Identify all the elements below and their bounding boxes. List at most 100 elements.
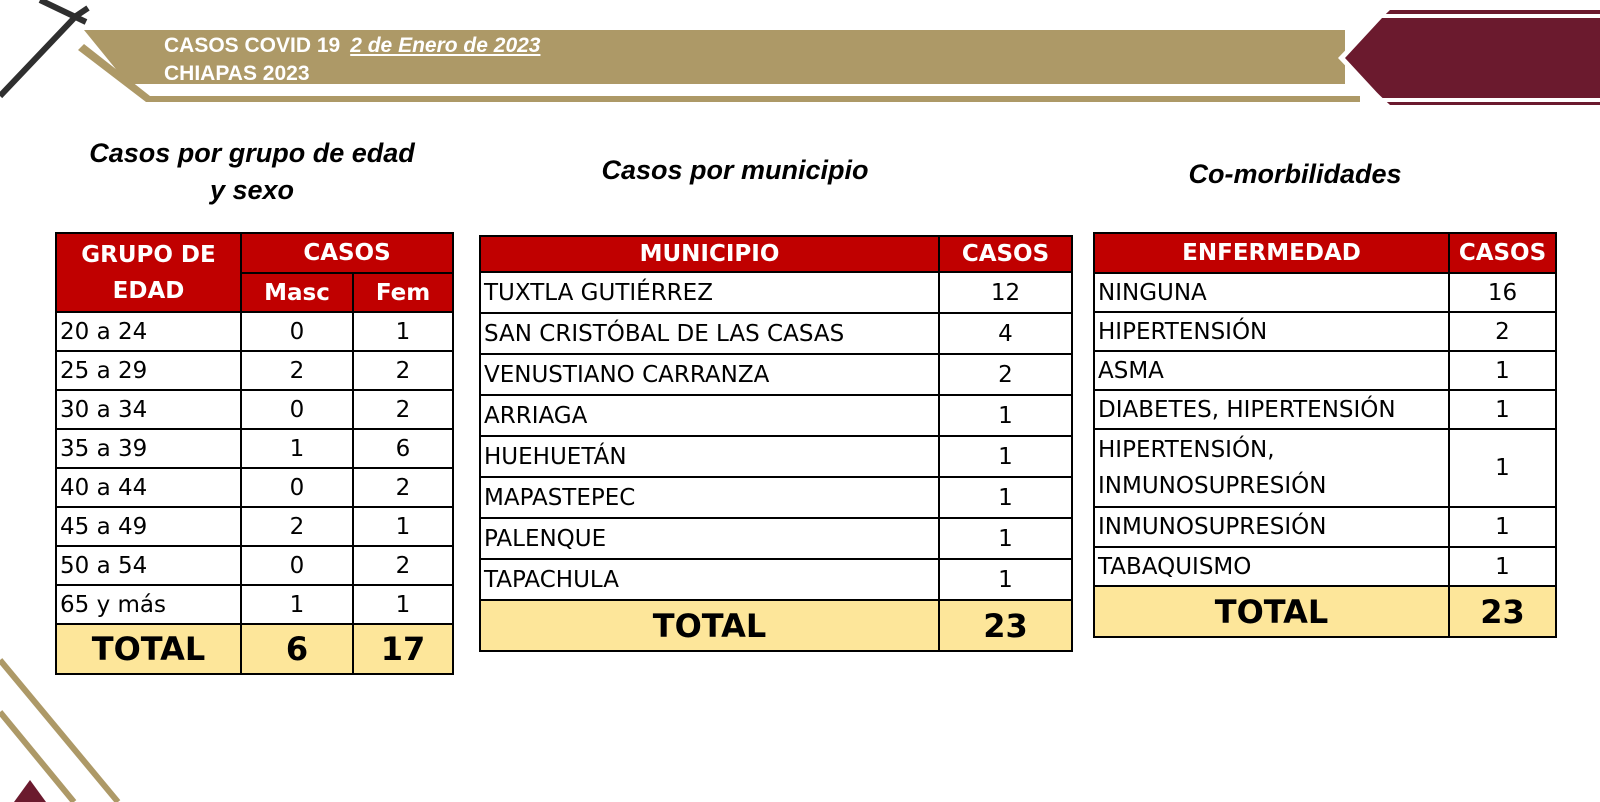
age-group-cell: 65 y más [55, 584, 242, 625]
total-cases-cell: 23 [1448, 585, 1557, 638]
cases-cell: 1 [938, 394, 1073, 437]
disease-cell: INMUNOSUPRESIÓN [1093, 506, 1450, 548]
table-row: DIABETES, HIPERTENSIÓN 1 [1093, 389, 1557, 430]
municipality-cell: TAPACHULA [479, 558, 940, 601]
table-row: TABAQUISMO 1 [1093, 546, 1557, 587]
report-title: CASOS COVID 19 [164, 34, 341, 57]
column-header-cases: CASOS [938, 235, 1073, 273]
municipality-cell: PALENQUE [479, 517, 940, 560]
female-cases-cell: 1 [352, 506, 454, 547]
table-row: HIPERTENSIÓN 2 [1093, 311, 1557, 352]
age-group-cell: 35 a 39 [55, 428, 242, 469]
female-cases-cell: 1 [352, 584, 454, 625]
column-header-disease: ENFERMEDAD [1093, 232, 1450, 274]
table-row: 25 a 29 2 2 [55, 350, 454, 391]
cases-cell: 1 [1448, 546, 1557, 587]
age-group-cell: 30 a 34 [55, 389, 242, 430]
total-label: TOTAL [479, 599, 940, 652]
total-label: TOTAL [55, 623, 242, 675]
disease-cell: NINGUNA [1093, 272, 1450, 313]
age-table-heading: Casos por grupo de edad y sexo [89, 138, 415, 205]
female-cases-cell: 6 [352, 428, 454, 469]
female-cases-cell: 2 [352, 545, 454, 586]
table-row: 65 y más 1 1 [55, 584, 454, 625]
comorbidity-table-heading: Co-morbilidades [1188, 159, 1402, 189]
table-row: HIPERTENSIÓN, INMUNOSUPRESIÓN 1 [1093, 428, 1557, 508]
municipality-cell: HUEHUETÁN [479, 435, 940, 478]
column-header-cases: CASOS [1448, 232, 1557, 274]
age-group-cell: 20 a 24 [55, 311, 242, 352]
table-row: MAPASTEPEC 1 [479, 476, 1073, 519]
male-cases-cell: 0 [240, 545, 354, 586]
male-cases-cell: 1 [240, 584, 354, 625]
age-sex-table: GRUPO DE EDAD CASOS Masc Fem 20 a 24 0 1… [55, 232, 454, 675]
female-cases-cell: 1 [352, 311, 454, 352]
total-row: TOTAL 23 [1093, 585, 1557, 638]
disease-cell: DIABETES, HIPERTENSIÓN [1093, 389, 1450, 430]
total-row: TOTAL 6 17 [55, 623, 454, 675]
municipality-table: MUNICIPIO CASOS TUXTLA GUTIÉRREZ 12 SAN … [479, 235, 1073, 652]
cases-cell: 1 [1448, 506, 1557, 548]
table-row: 50 a 54 0 2 [55, 545, 454, 586]
report-date: 2 de Enero de 2023 [350, 34, 541, 57]
female-cases-cell: 2 [352, 389, 454, 430]
female-cases-cell: 2 [352, 467, 454, 508]
table-row: 30 a 34 0 2 [55, 389, 454, 430]
total-female-cell: 17 [352, 623, 454, 675]
cases-cell: 1 [1448, 350, 1557, 391]
total-label: TOTAL [1093, 585, 1450, 638]
male-cases-cell: 0 [240, 311, 354, 352]
male-cases-cell: 0 [240, 389, 354, 430]
table-row: VENUSTIANO CARRANZA 2 [479, 353, 1073, 396]
cases-cell: 2 [938, 353, 1073, 396]
male-cases-cell: 0 [240, 467, 354, 508]
total-row: TOTAL 23 [479, 599, 1073, 652]
age-group-cell: 25 a 29 [55, 350, 242, 391]
table-row: TAPACHULA 1 [479, 558, 1073, 601]
total-male-cell: 6 [240, 623, 354, 675]
municipality-cell: MAPASTEPEC [479, 476, 940, 519]
comorbidity-table: ENFERMEDAD CASOS NINGUNA 16 HIPERTENSIÓN… [1093, 232, 1557, 638]
municipality-cell: ARRIAGA [479, 394, 940, 437]
table-row: PALENQUE 1 [479, 517, 1073, 560]
report-subtitle: CHIAPAS 2023 [164, 62, 310, 85]
cases-cell: 1 [938, 476, 1073, 519]
cases-cell: 1 [1448, 389, 1557, 430]
municipality-cell: VENUSTIANO CARRANZA [479, 353, 940, 396]
cases-cell: 2 [1448, 311, 1557, 352]
cases-cell: 1 [1448, 428, 1557, 508]
municipality-cell: TUXTLA GUTIÉRREZ [479, 271, 940, 314]
disease-cell: HIPERTENSIÓN, INMUNOSUPRESIÓN [1093, 428, 1450, 508]
cases-cell: 1 [938, 558, 1073, 601]
table-row: 45 a 49 2 1 [55, 506, 454, 547]
column-header-municipality: MUNICIPIO [479, 235, 940, 273]
cases-cell: 4 [938, 312, 1073, 355]
age-group-cell: 50 a 54 [55, 545, 242, 586]
cases-cell: 1 [938, 435, 1073, 478]
table-row: 40 a 44 0 2 [55, 467, 454, 508]
cases-cell: 16 [1448, 272, 1557, 313]
total-cases-cell: 23 [938, 599, 1073, 652]
age-group-cell: 45 a 49 [55, 506, 242, 547]
male-cases-cell: 2 [240, 506, 354, 547]
table-row: SAN CRISTÓBAL DE LAS CASAS 4 [479, 312, 1073, 355]
column-header-age-group: GRUPO DE EDAD [55, 232, 242, 313]
cases-cell: 1 [938, 517, 1073, 560]
male-cases-cell: 2 [240, 350, 354, 391]
table-row: ASMA 1 [1093, 350, 1557, 391]
municipality-cell: SAN CRISTÓBAL DE LAS CASAS [479, 312, 940, 355]
column-header-cases: CASOS [240, 232, 454, 274]
column-header-male: Masc [240, 272, 354, 313]
cases-cell: 12 [938, 271, 1073, 314]
disease-cell: ASMA [1093, 350, 1450, 391]
disease-cell: TABAQUISMO [1093, 546, 1450, 587]
table-row: TUXTLA GUTIÉRREZ 12 [479, 271, 1073, 314]
female-cases-cell: 2 [352, 350, 454, 391]
age-group-cell: 40 a 44 [55, 467, 242, 508]
column-header-female: Fem [352, 272, 454, 313]
table-row: HUEHUETÁN 1 [479, 435, 1073, 478]
table-row: 35 a 39 1 6 [55, 428, 454, 469]
table-row: INMUNOSUPRESIÓN 1 [1093, 506, 1557, 548]
table-row: ARRIAGA 1 [479, 394, 1073, 437]
